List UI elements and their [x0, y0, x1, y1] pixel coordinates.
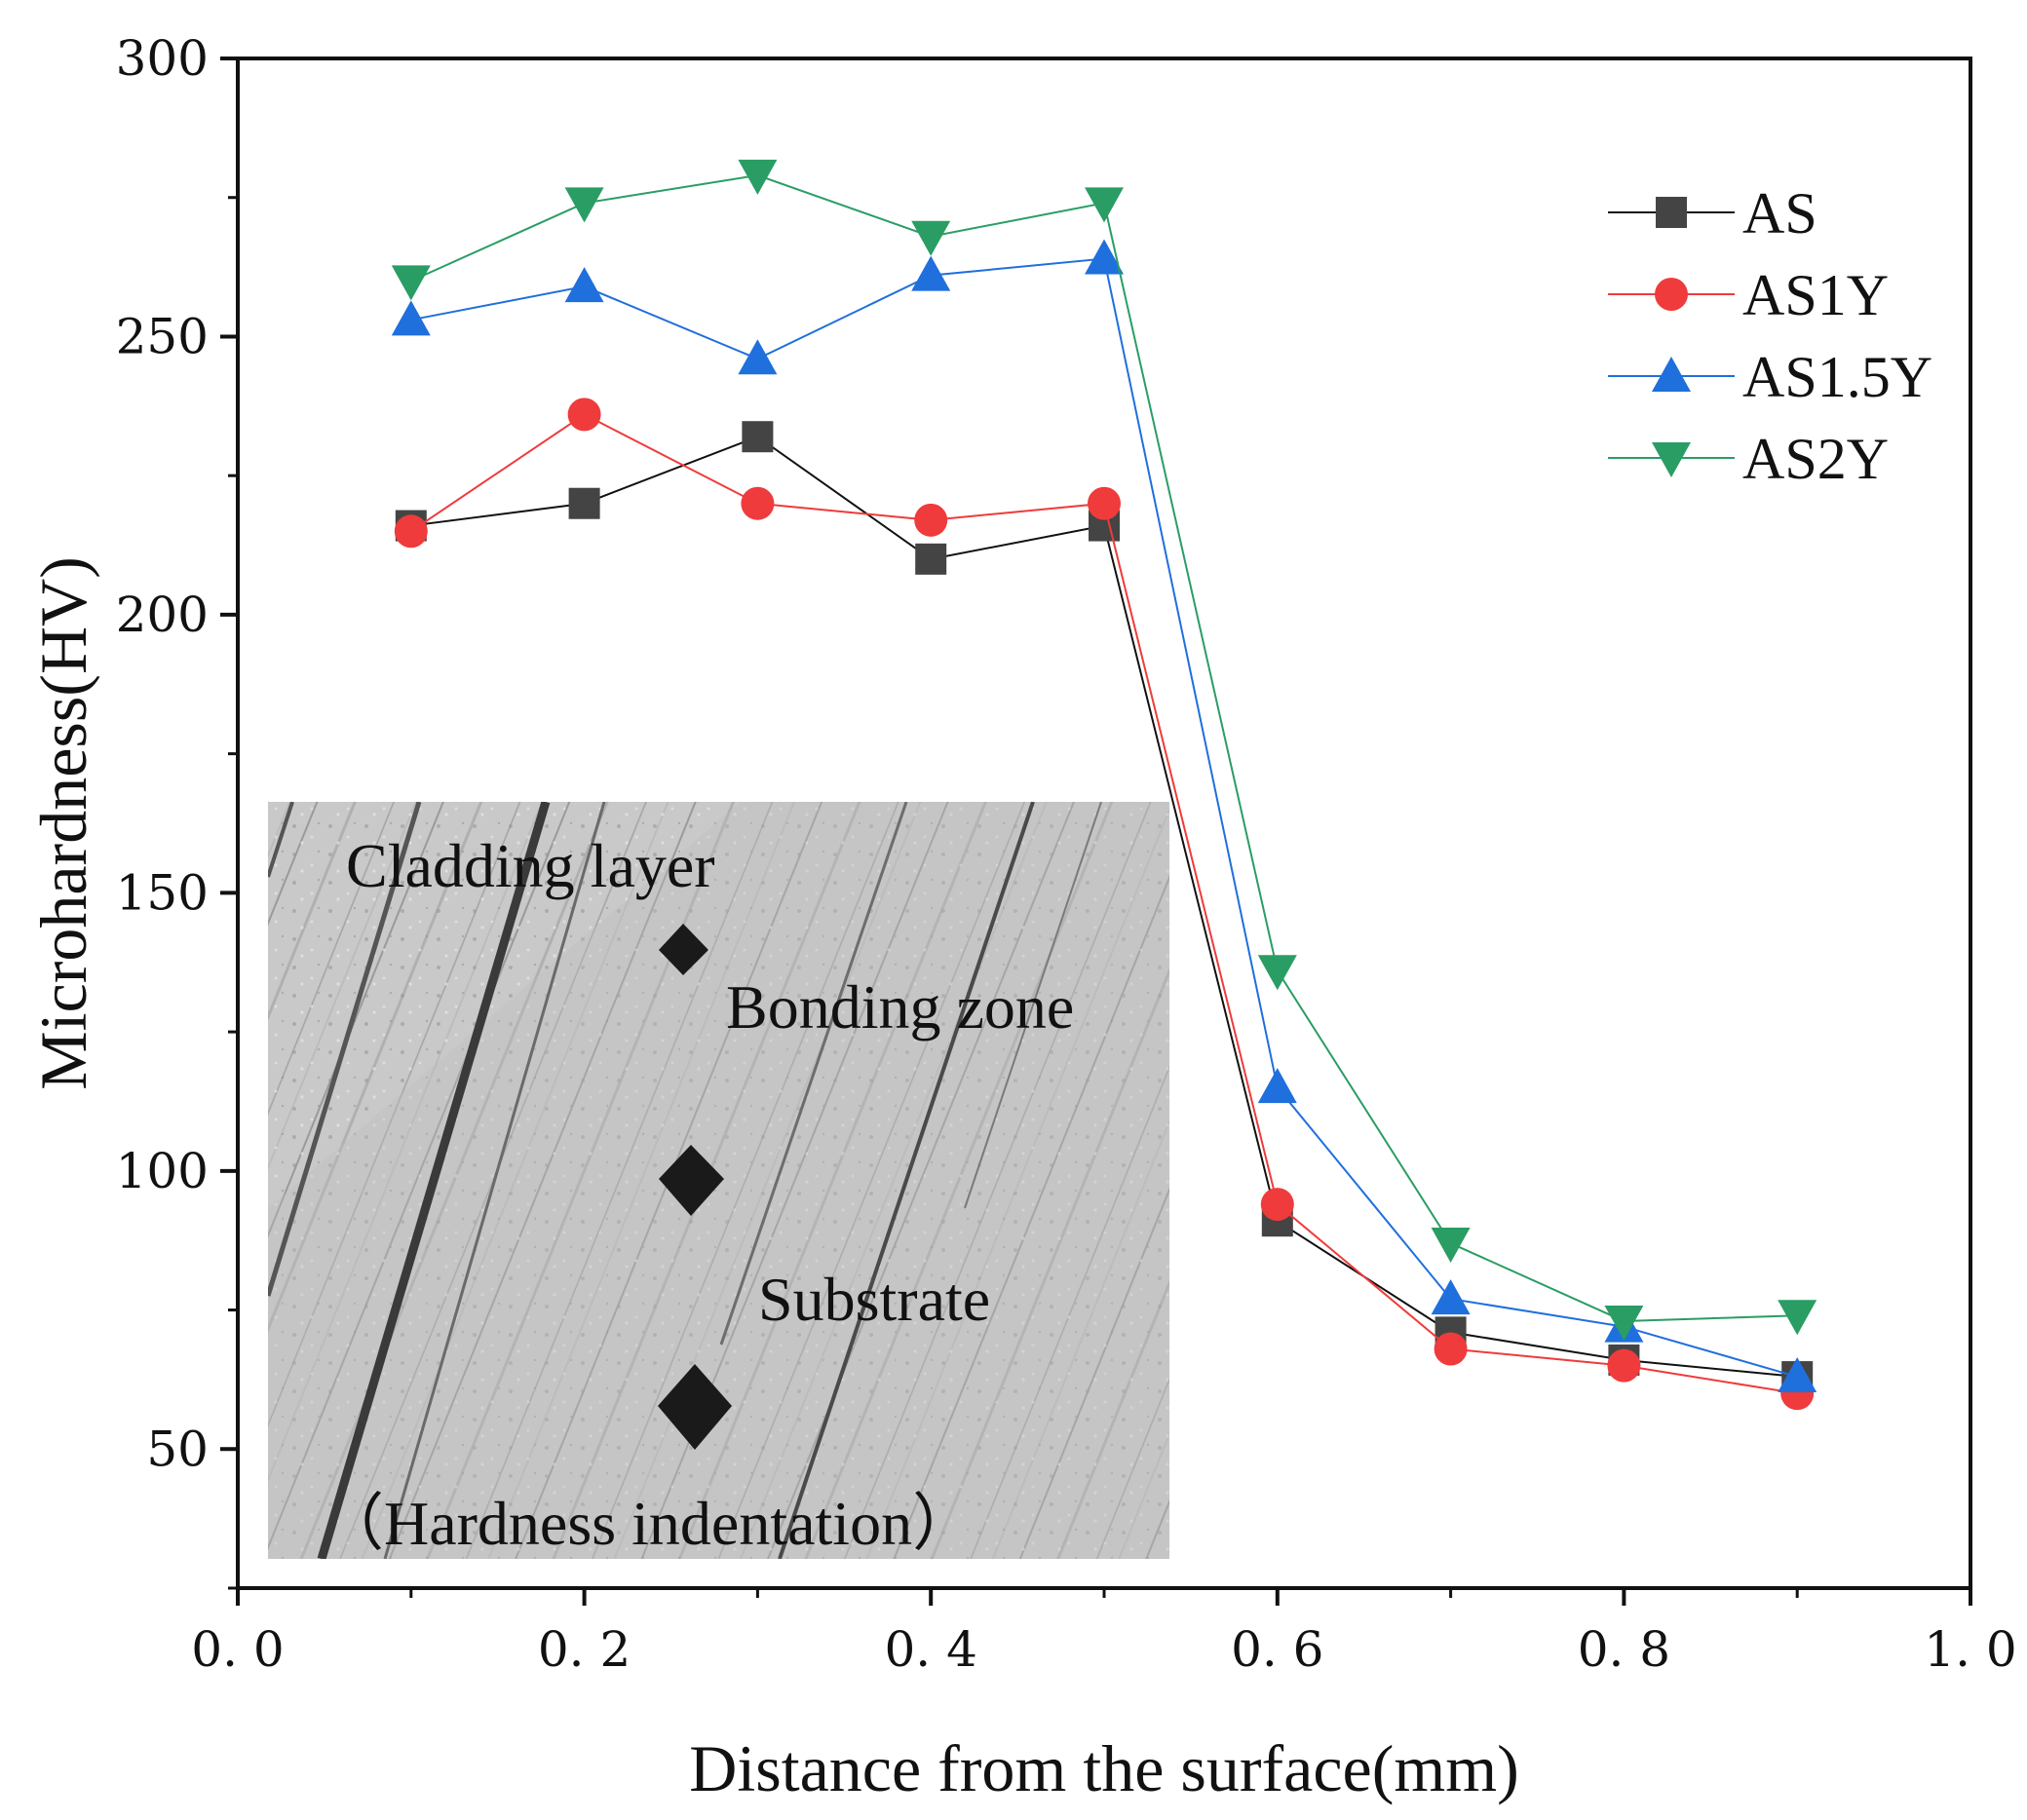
legend-marker — [1656, 197, 1687, 228]
y-tick-label: 300 — [116, 30, 209, 87]
data-point — [1604, 1305, 1644, 1341]
x-tick-label: 0. 2 — [538, 1621, 631, 1678]
data-point — [391, 265, 431, 301]
data-point — [911, 220, 951, 256]
indentation-1 — [659, 924, 708, 975]
y-tick-label: 150 — [116, 864, 209, 921]
x-axis-title: Distance from the surface(mm) — [689, 1731, 1519, 1805]
data-point — [911, 255, 951, 291]
legend-item: AS2Y — [1608, 427, 1889, 491]
data-point — [568, 487, 600, 519]
series-AS1.5Y — [391, 239, 1817, 1393]
y-tick-label: 50 — [146, 1421, 209, 1477]
data-point — [567, 398, 601, 432]
data-point — [1778, 1357, 1817, 1393]
x-tick-label: 0. 4 — [884, 1621, 976, 1678]
data-point — [564, 187, 604, 223]
series-layer — [391, 159, 1817, 1411]
data-point — [1431, 1228, 1471, 1264]
legend-label: AS — [1742, 181, 1817, 246]
data-point — [742, 421, 774, 453]
legend-label: AS1Y — [1742, 263, 1889, 327]
legend-marker — [1652, 442, 1691, 477]
data-point — [394, 514, 428, 549]
data-point — [738, 339, 778, 375]
inset-micrograph: Cladding layer Bonding zone Substrate （H… — [268, 802, 1169, 1559]
legend-marker — [1655, 278, 1688, 311]
legend-item: AS1Y — [1608, 263, 1889, 327]
indentation-2 — [659, 1145, 724, 1216]
data-point — [915, 543, 947, 575]
legend-item: AS — [1608, 181, 1817, 246]
series-AS2Y — [391, 159, 1817, 1341]
data-point — [1085, 239, 1124, 275]
x-tick-label: 0. 0 — [191, 1621, 284, 1678]
series-AS1Y — [394, 398, 1815, 1411]
data-point — [1257, 955, 1297, 991]
x-tick-label: 0. 8 — [1578, 1621, 1670, 1678]
inset-label-cladding-layer: Cladding layer — [346, 831, 715, 900]
y-tick-label: 100 — [116, 1143, 209, 1199]
data-point — [1431, 1279, 1471, 1315]
x-tick-label: 0. 6 — [1231, 1621, 1323, 1678]
data-point — [1257, 1068, 1297, 1104]
indentation-3 — [658, 1364, 732, 1450]
data-point — [1778, 1300, 1817, 1336]
y-axis-ticks: 50 100 150 200 250 300 — [116, 30, 238, 1590]
x-axis-ticks: 0. 0 0. 2 0. 4 0. 6 0. 8 1. 0 — [191, 1588, 2017, 1678]
y-axis-title: Microhardness(HV) — [26, 556, 100, 1090]
y-tick-label: 200 — [116, 587, 209, 643]
inset-label-substrate: Substrate — [758, 1265, 990, 1334]
legend-label: AS2Y — [1742, 427, 1889, 491]
data-point — [1607, 1348, 1641, 1383]
data-point — [914, 503, 948, 537]
inset-micrograph-image — [268, 802, 1169, 1559]
data-point — [738, 159, 778, 195]
data-point — [1085, 187, 1124, 223]
legend: AS AS1Y AS1.5Y AS2Y — [1608, 181, 1932, 491]
data-point — [741, 486, 775, 520]
inset-label-bonding-zone: Bonding zone — [726, 972, 1074, 1042]
data-point — [1434, 1332, 1468, 1366]
y-tick-label: 250 — [116, 308, 209, 364]
data-point — [564, 267, 604, 303]
legend-label: AS1.5Y — [1742, 345, 1932, 409]
x-tick-label: 1. 0 — [1924, 1621, 2016, 1678]
inset-label-hardness-indentation: （Hardness indentation） — [322, 1489, 975, 1558]
data-point — [391, 300, 431, 336]
legend-item: AS1.5Y — [1608, 345, 1932, 409]
data-point — [1088, 486, 1121, 520]
legend-marker — [1652, 357, 1691, 392]
data-point — [1260, 1188, 1294, 1222]
